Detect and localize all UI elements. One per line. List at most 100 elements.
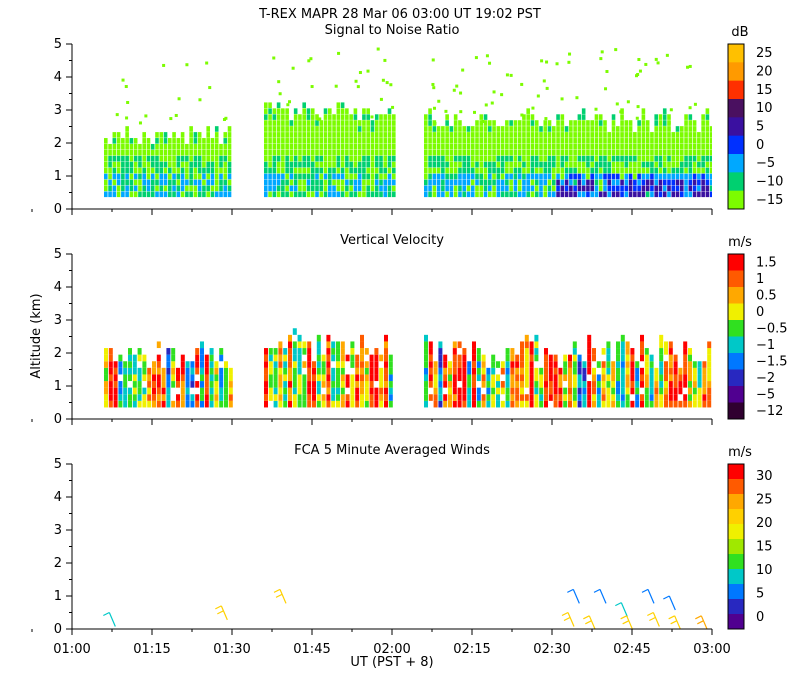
snr-cell [180,185,185,192]
snr-cell [121,161,125,168]
snr-speckle [688,106,692,110]
w-cell [563,367,568,375]
snr-cell [163,179,168,186]
w-cell [307,381,312,388]
snr-cell [383,161,388,168]
snr-cell [616,179,620,186]
snr-cell [590,149,594,156]
snr-cell [492,185,496,192]
snr-cell [560,120,565,126]
w-cell [190,381,195,388]
w-cell [472,400,476,408]
snr-cell [607,155,612,162]
snr-cell [176,143,181,150]
snr-cell [223,138,228,144]
snr-cell [445,143,449,150]
w-cell [104,348,108,355]
snr-cell [150,149,155,156]
snr-cell [496,143,501,150]
w-cell [601,381,606,388]
snr-cell [349,161,353,168]
w-cell [678,400,683,408]
w-cell [544,394,548,401]
w-cell [683,361,688,368]
w-cell [336,381,340,388]
snr-cell [680,173,684,180]
snr-cell [180,149,185,156]
snr-cell [654,132,658,138]
snr-cell [616,149,620,156]
snr-cell [671,161,676,168]
snr-cell [496,161,501,168]
snr-cell [189,179,193,186]
w-cell [659,348,664,355]
snr-cell [281,179,285,186]
snr-cell [323,185,328,192]
snr-cell [496,126,501,132]
w-cell [491,367,496,375]
snr-cell [569,143,573,150]
snr-cell [121,138,125,144]
snr-cell [302,149,306,156]
colorbar-swatch [728,336,744,354]
colorbar-swatch [728,524,744,540]
snr-cell [276,185,281,192]
w-cell [568,400,572,408]
w-cell [457,367,462,375]
snr-cell [598,114,603,120]
snr-cell [129,149,134,156]
snr-speckle [669,108,673,112]
w-cell [529,361,534,368]
w-cell [529,341,534,349]
snr-cell [552,173,556,180]
snr-cell [319,132,324,138]
snr-cell [328,185,332,192]
snr-cell [328,155,332,162]
w-cell [467,374,472,382]
snr-cell [125,149,129,156]
snr-cell [577,167,582,174]
w-cell [630,400,635,408]
snr-cell [227,191,232,198]
snr-cell [701,167,705,174]
snr-cell [560,161,565,168]
snr-cell [227,179,232,186]
w-cell [424,381,428,388]
snr-cell [441,155,445,162]
snr-cell [667,138,671,144]
w-cell [654,394,659,401]
snr-cell [607,173,612,180]
snr-cell [641,191,646,198]
w-cell [104,387,108,395]
snr-cell [594,161,599,168]
snr-cell [310,108,315,114]
snr-speckle [605,69,609,73]
w-cell [424,374,428,382]
snr-cell [680,191,684,198]
snr-cell [483,161,488,168]
snr-cell [436,126,441,132]
snr-cell [586,143,590,150]
w-cell [635,361,640,368]
snr-cell [353,143,358,150]
w-cell [505,354,510,362]
snr-cell [276,132,281,138]
w-cell [113,394,118,401]
snr-cell [445,114,449,120]
snr-cell [564,132,569,138]
snr-cell [654,149,658,156]
w-cell [635,374,640,382]
w-cell [558,387,563,395]
snr-cell [328,179,332,186]
snr-cell [276,114,281,120]
w-cell [683,354,688,362]
w-cell [316,348,321,355]
snr-cell [488,143,492,150]
snr-cell [264,161,268,168]
w-cell [438,400,443,408]
snr-cell [564,149,569,156]
snr-cell [392,138,396,144]
w-cell [702,361,707,368]
snr-cell [163,191,168,198]
snr-cell [569,167,573,174]
